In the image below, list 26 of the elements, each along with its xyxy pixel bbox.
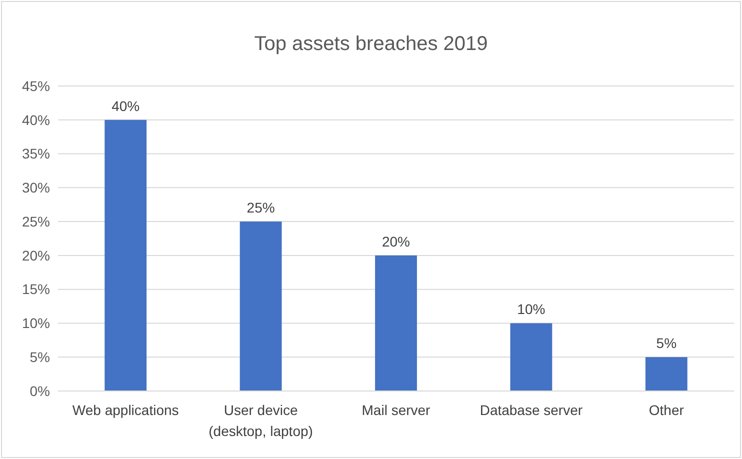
bar — [375, 255, 417, 391]
x-tick-label: Database server — [480, 402, 583, 418]
x-tick-label: Web applications — [72, 402, 179, 418]
bar — [645, 357, 688, 391]
data-label: 40% — [112, 98, 140, 114]
y-tick-label: 35% — [22, 146, 50, 162]
y-tick-label: 30% — [22, 180, 50, 196]
data-label: 5% — [656, 335, 677, 352]
bar — [104, 120, 147, 391]
y-tick-label: 25% — [22, 213, 50, 230]
chart-title: Top assets breaches 2019 — [254, 33, 488, 55]
y-tick-label: 45% — [22, 78, 50, 94]
y-tick-label: 5% — [30, 349, 50, 366]
data-label: 25% — [246, 200, 275, 216]
data-label: 20% — [382, 233, 410, 250]
x-tick-label: User device (desktop, laptop) — [208, 402, 313, 439]
y-tick-label: 20% — [22, 247, 50, 264]
y-tick-label: 0% — [30, 382, 50, 399]
y-tick-label: 15% — [22, 281, 50, 298]
y-tick-label: 10% — [22, 315, 50, 332]
bar — [510, 323, 552, 391]
bar — [240, 222, 282, 391]
y-tick-label: 40% — [22, 112, 50, 128]
x-tick-label: Other — [648, 402, 684, 418]
x-tick-label: Mail server — [362, 402, 431, 418]
data-label: 10% — [517, 301, 546, 318]
